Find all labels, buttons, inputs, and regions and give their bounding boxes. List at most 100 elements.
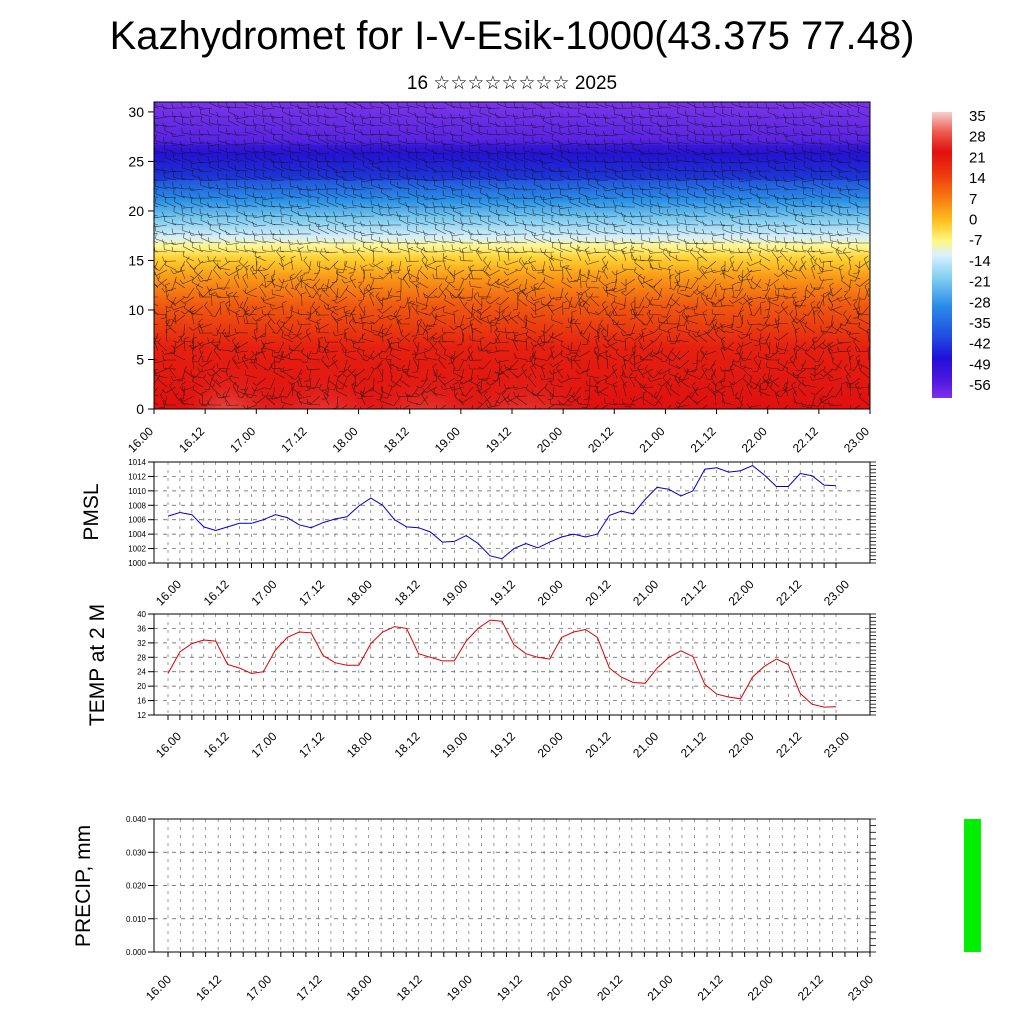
colorbar-label-6: -7 xyxy=(969,232,982,249)
temp-yticks-label-1: 16 xyxy=(137,697,146,706)
cross-xtick-label-1: 16.12 xyxy=(176,424,207,455)
temp-xticks-label-13: 22.12 xyxy=(773,729,804,760)
precip-xtick-label-0: 16.00 xyxy=(143,972,174,1003)
pmsl-xticks-label-2: 17.00 xyxy=(248,577,279,608)
colorbar: 35 28 21 14 7 0 -7 -14 -21 -28 -35 -42 -49 -56 xyxy=(932,108,991,398)
warm-core-4 xyxy=(195,339,255,409)
colorbar-label-1: 28 xyxy=(969,129,986,146)
temp-xticks-label-7: 19.12 xyxy=(487,729,518,760)
precip-xtick-label-6: 19.00 xyxy=(444,972,475,1003)
precip-xtick-label-7: 19.12 xyxy=(494,972,525,1003)
cross-xtick-label-13: 22.12 xyxy=(790,424,821,455)
pmsl-xticks-label-1: 16.12 xyxy=(201,577,232,608)
pmsl-grid xyxy=(154,461,876,568)
pmsl-xticks-label-4: 18.00 xyxy=(344,577,375,608)
pmsl-yticks-label-1: 1002 xyxy=(128,545,146,554)
precip-xtick-label-12: 22.00 xyxy=(745,972,776,1003)
temp-xticks-label-6: 19.00 xyxy=(439,729,470,760)
cross-xtick-label-2: 17.00 xyxy=(227,424,258,455)
page-subtitle: 16 ☆☆☆☆☆☆☆☆ 2025 xyxy=(406,73,618,94)
colorbar-label-8: -21 xyxy=(969,274,991,291)
temp-xticks-label-8: 20.00 xyxy=(535,729,566,760)
colorbar-label-5: 0 xyxy=(969,212,977,229)
warm-core-1 xyxy=(270,339,380,409)
temp-xticks-label-1: 16.12 xyxy=(201,729,232,760)
colorbar-label-4: 7 xyxy=(969,191,977,208)
temp-yticks-label-5: 32 xyxy=(137,639,146,648)
cross-ytick-label-1: 5 xyxy=(136,351,144,367)
colorbar-labels: 35 28 21 14 7 0 -7 -14 -21 -28 -35 -42 -49 -56 xyxy=(969,108,991,394)
cross-xtick-label-4: 18.00 xyxy=(330,424,361,455)
cross-xtick-label-3: 17.12 xyxy=(278,424,309,455)
temp-xticks-label-10: 21.00 xyxy=(630,729,661,760)
precip-panel: 0.000 0.010 0.020 0.030 0.040 16.00 16.12 17.0… xyxy=(72,815,981,1003)
precip-y-label: PRECIP, mm xyxy=(72,825,95,947)
cross-section-x-axis: 16.00 16.12 17.00 17.12 18.00 18.12 19.00 19.12… xyxy=(125,409,872,455)
pmsl-yticks-label-7: 1014 xyxy=(128,458,146,467)
colorbar-label-7: -14 xyxy=(969,253,991,270)
precip-y-axis: 0.000 0.010 0.020 0.030 0.040 xyxy=(126,815,154,957)
pmsl-xticks-label-13: 22.12 xyxy=(773,577,804,608)
colorbar-label-11: -42 xyxy=(969,336,991,353)
colorbar-label-9: -28 xyxy=(969,294,991,311)
temp-xticks-label-0: 16.00 xyxy=(153,729,184,760)
pmsl-frame xyxy=(153,461,871,564)
precip-xtick-label-9: 20.12 xyxy=(594,972,625,1003)
cross-xtick-label-7: 19.12 xyxy=(483,424,514,455)
cross-xtick-label-6: 19.00 xyxy=(432,424,463,455)
temp-yticks-label-0: 12 xyxy=(137,711,146,720)
precip-xtick-label-13: 22.12 xyxy=(795,972,826,1003)
pmsl-xticks-label-12: 22.00 xyxy=(726,577,757,608)
pmsl-y-label: PMSL xyxy=(80,483,103,540)
temp-panel: 12 16 20 24 28 32 36 40 16.00 16.12 17.00 17.12 18.… xyxy=(86,604,876,760)
precip-ytick-label-0: 0.000 xyxy=(126,948,147,957)
cross-ytick-label-2: 10 xyxy=(128,302,144,318)
colorbar-label-12: -49 xyxy=(969,356,991,373)
cross-section-panel: 0 5 10 15 20 25 30 16.00 16.12 17.00 17.12 18.00 18… xyxy=(125,101,872,455)
precip-xtick-label-1: 16.12 xyxy=(193,972,224,1003)
pmsl-xticks-label-9: 20.12 xyxy=(582,577,613,608)
temp-xticks-label-11: 21.12 xyxy=(678,729,709,760)
precip-frame xyxy=(153,818,871,953)
precip-xtick-label-5: 18.12 xyxy=(394,972,425,1003)
precip-bars xyxy=(964,819,981,952)
temp-yticks-label-6: 36 xyxy=(137,624,146,633)
pmsl-y-axis: 1000 1002 1004 1006 1008 1010 1012 1014 xyxy=(128,458,154,568)
colorbar-label-13: -56 xyxy=(969,377,991,394)
pmsl-x-axis: 16.00 16.12 17.00 17.12 18.00 18.12 19.00 19.12… xyxy=(153,577,852,608)
temp-grid xyxy=(154,613,876,720)
precip-xtick-label-4: 18.00 xyxy=(344,972,375,1003)
temp-xticks-label-12: 22.00 xyxy=(726,729,757,760)
colorbar-label-0: 35 xyxy=(969,108,986,125)
pmsl-yticks-label-3: 1006 xyxy=(128,516,146,525)
cross-xtick-label-14: 23.00 xyxy=(841,424,872,455)
colorbar-strip xyxy=(932,112,952,398)
pmsl-xticks-label-10: 21.00 xyxy=(630,577,661,608)
pmsl-yticks-label-5: 1010 xyxy=(128,487,146,496)
colorbar-label-2: 21 xyxy=(969,149,986,166)
upper-cold-band xyxy=(154,145,870,180)
cross-xtick-label-9: 20.12 xyxy=(585,424,616,455)
cross-ytick-label-3: 15 xyxy=(128,252,144,268)
cross-xtick-label-0: 16.00 xyxy=(125,424,156,455)
precip-xtick-label-11: 21.12 xyxy=(695,972,726,1003)
cross-xtick-label-11: 21.12 xyxy=(688,424,719,455)
temp-xticks-label-4: 18.00 xyxy=(344,729,375,760)
pmsl-xticks-label-8: 20.00 xyxy=(535,577,566,608)
precip-ytick-label-2: 0.020 xyxy=(126,882,147,891)
temp-series-line xyxy=(167,619,837,708)
pmsl-xticks-label-6: 19.00 xyxy=(439,577,470,608)
precip-ytick-label-4: 0.040 xyxy=(126,815,147,824)
precip-xtick-label-2: 17.00 xyxy=(243,972,274,1003)
cross-xtick-label-8: 20.00 xyxy=(534,424,565,455)
colorbar-label-3: 14 xyxy=(969,170,986,187)
pmsl-xticks-label-0: 16.00 xyxy=(153,577,184,608)
pmsl-xticks-label-7: 19.12 xyxy=(487,577,518,608)
cross-ytick-label-0: 0 xyxy=(136,401,144,417)
cross-xtick-label-10: 21.00 xyxy=(636,424,667,455)
cross-ytick-label-6: 30 xyxy=(128,104,144,120)
colorbar-label-10: -35 xyxy=(969,315,991,332)
wind-barb-field xyxy=(154,102,870,409)
